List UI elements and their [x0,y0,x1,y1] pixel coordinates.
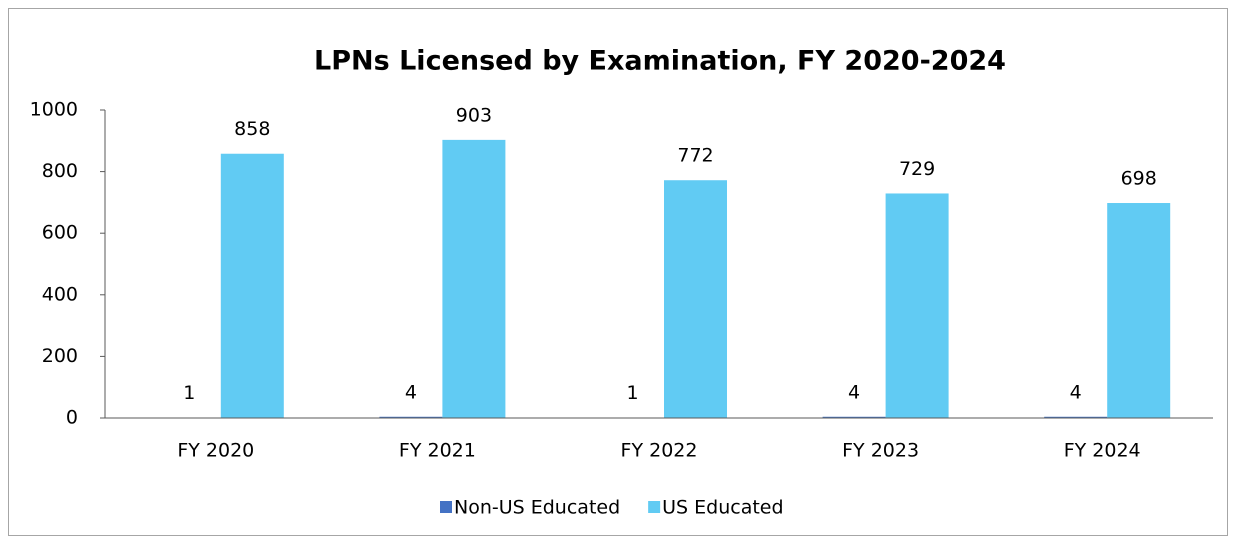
bar [822,416,886,418]
bar [379,416,443,418]
chart-title: LPNs Licensed by Examination, FY 2020-20… [314,46,1006,77]
legend-swatch [440,501,452,513]
y-tick-label: 1000 [30,99,78,121]
bar [220,153,284,418]
bar [664,180,727,418]
data-label: 772 [677,145,713,167]
x-tick-label: FY 2020 [177,440,254,462]
y-tick-label: 400 [42,283,78,305]
data-label: 1 [183,382,195,404]
chart-border [8,8,1228,536]
bar [885,193,949,418]
bar [1107,203,1171,418]
legend-label: US Educated [662,497,783,519]
data-label: 1 [626,382,638,404]
data-label: 903 [456,104,492,126]
legend-label: Non-US Educated [454,497,620,519]
y-tick-label: 600 [42,222,78,244]
data-label: 4 [848,381,860,403]
x-tick-label: FY 2024 [1064,440,1141,462]
x-tick-label: FY 2021 [399,440,476,462]
y-tick-label: 0 [66,407,78,429]
x-tick-label: FY 2023 [842,440,919,462]
data-label: 4 [405,381,417,403]
data-label: 4 [1070,381,1082,403]
data-label: 729 [899,158,935,180]
bar [1044,416,1108,418]
legend-swatch [648,501,661,513]
y-tick-label: 200 [42,345,78,367]
data-label: 858 [234,118,270,140]
x-tick-label: FY 2022 [621,440,698,462]
y-tick-label: 800 [42,160,78,182]
bar [442,139,506,418]
data-label: 698 [1121,168,1157,190]
